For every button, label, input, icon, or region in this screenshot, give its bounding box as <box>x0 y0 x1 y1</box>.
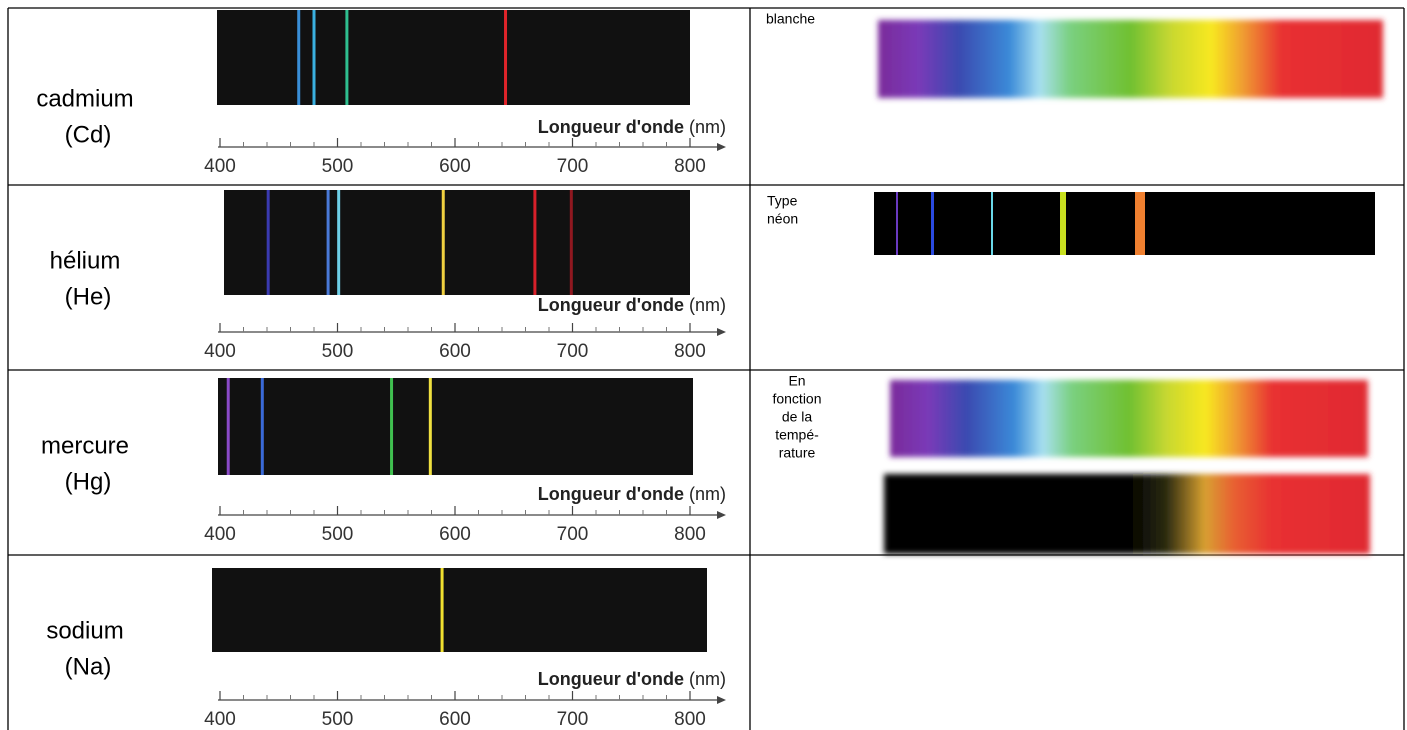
tick-label: 700 <box>557 524 589 545</box>
emission-line <box>442 190 445 295</box>
element-name: cadmium <box>36 85 133 112</box>
tick-label: 500 <box>322 341 354 362</box>
emission-line <box>991 192 993 255</box>
spectrum-background <box>874 192 1375 255</box>
emission-line <box>261 378 264 475</box>
axis-unit: (nm) <box>689 117 726 137</box>
axis-title: Longueur d'onde(nm) <box>538 669 726 689</box>
element-name: sodium <box>46 617 123 644</box>
emission-line <box>896 192 898 255</box>
tick-label: 600 <box>439 524 471 545</box>
tick-label: 400 <box>204 156 236 177</box>
element-row: mercure (Hg) 400 500 600 700 800 Longueur d'ond… <box>41 378 726 545</box>
axis-title-text: Longueur d'onde <box>538 295 684 315</box>
emission-line <box>337 190 340 295</box>
side-labels: blanche Type néon En fonction de la tempé-ratu… <box>766 11 822 461</box>
tick-label: 800 <box>674 156 706 177</box>
axis-title: Longueur d'onde(nm) <box>538 117 726 137</box>
tick-label: 600 <box>439 709 471 730</box>
element-symbol: (Hg) <box>65 468 112 495</box>
side-label: tempé- <box>775 427 819 443</box>
tick-label: 700 <box>557 341 589 362</box>
spectrum-background <box>224 190 690 295</box>
temperature-spectra <box>884 380 1370 554</box>
emission-line <box>390 378 393 475</box>
continuous-spectrum <box>884 474 1370 554</box>
element-symbol: (Na) <box>65 653 112 680</box>
axis-title: Longueur d'onde(nm) <box>538 295 726 315</box>
axis-title: Longueur d'onde(nm) <box>538 484 726 504</box>
axis-unit: (nm) <box>689 669 726 689</box>
emission-line <box>429 378 432 475</box>
side-label: En <box>788 373 805 389</box>
emission-line <box>327 190 330 295</box>
axis-arrow <box>717 143 726 151</box>
emission-line <box>441 568 444 652</box>
white-light <box>878 20 1383 98</box>
axis-arrow <box>717 511 726 519</box>
axis-title-text: Longueur d'onde <box>538 117 684 137</box>
tick-label: 400 <box>204 709 236 730</box>
emission-line <box>267 190 270 295</box>
side-label: de la <box>782 409 813 425</box>
emission-line <box>227 378 230 475</box>
tick-label: 800 <box>674 524 706 545</box>
element-row: cadmium (Cd) 400 500 600 700 800 Longueur d'ond… <box>36 10 726 177</box>
tick-label: 500 <box>322 156 354 177</box>
tick-label: 400 <box>204 341 236 362</box>
spectrum-background <box>217 10 690 105</box>
emission-line <box>1060 192 1066 255</box>
tick-label: 500 <box>322 524 354 545</box>
side-label: blanche <box>766 11 815 27</box>
document: blanche Type néon En fonction de la tempé-ratu… <box>0 0 1407 730</box>
emission-line <box>570 190 573 295</box>
emission-line <box>345 10 348 105</box>
element-symbol: (He) <box>65 283 112 310</box>
tick-label: 500 <box>322 709 354 730</box>
axis-unit: (nm) <box>689 295 726 315</box>
side-label: fonction <box>772 391 821 407</box>
axis-unit: (nm) <box>689 484 726 504</box>
tick-label: 400 <box>204 524 236 545</box>
side-label: rature <box>779 445 816 461</box>
emission-line <box>504 10 507 105</box>
side-label: néon <box>767 211 798 227</box>
element-row: sodium (Na) 400 500 600 700 800 Longueur d'onde… <box>46 568 726 730</box>
spectrum-background <box>212 568 707 652</box>
element-name: mercure <box>41 432 129 459</box>
axis-arrow <box>717 328 726 336</box>
tick-label: 800 <box>674 341 706 362</box>
axis-title-text: Longueur d'onde <box>538 669 684 689</box>
element-name: hélium <box>50 247 121 274</box>
spectrum-background <box>218 378 693 475</box>
emission-line <box>533 190 536 295</box>
neon-spectrum <box>874 192 1375 255</box>
continuous-spectrum <box>890 380 1368 457</box>
emission-line <box>1135 192 1145 255</box>
axis-arrow <box>717 696 726 704</box>
tick-label: 800 <box>674 709 706 730</box>
tick-label: 600 <box>439 341 471 362</box>
tick-label: 600 <box>439 156 471 177</box>
emission-line <box>313 10 316 105</box>
tick-label: 700 <box>557 709 589 730</box>
axis-title-text: Longueur d'onde <box>538 484 684 504</box>
emission-line <box>931 192 934 255</box>
side-label: Type <box>767 193 798 209</box>
element-symbol: (Cd) <box>65 121 112 148</box>
emission-line <box>297 10 300 105</box>
element-row: hélium (He) 400 500 600 700 800 Longueur d'onde… <box>50 190 726 362</box>
tick-label: 700 <box>557 156 589 177</box>
continuous-spectrum <box>878 20 1383 98</box>
